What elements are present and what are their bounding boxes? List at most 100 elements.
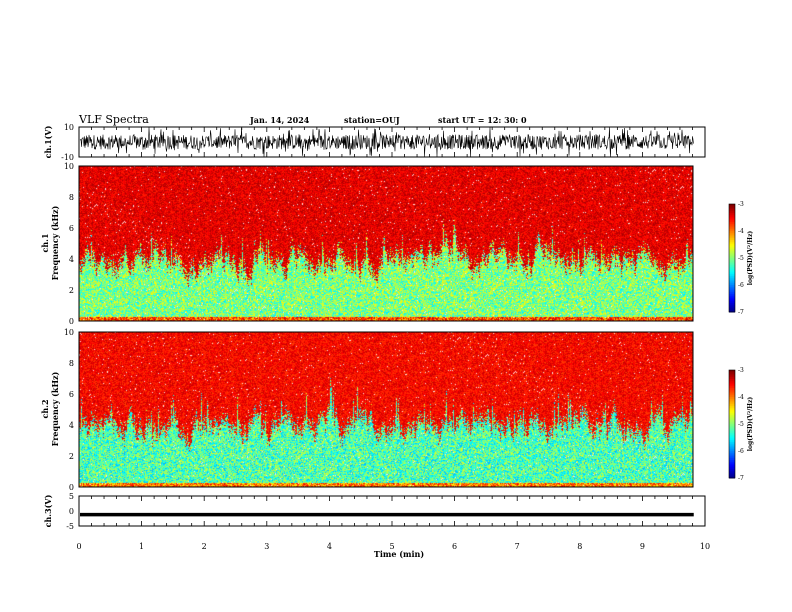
colorbar-segment bbox=[729, 415, 735, 418]
x-tick-label: 10 bbox=[700, 542, 710, 551]
colorbar-segment bbox=[729, 292, 735, 295]
colorbar-segment bbox=[729, 209, 735, 212]
colorbar-segment bbox=[729, 214, 735, 218]
colorbar-segment bbox=[729, 285, 735, 288]
colorbar-segment bbox=[729, 263, 735, 266]
time-axis: 0 1 2 3 4 5 6 7 8 9 10 bbox=[76, 542, 710, 551]
colorbar-segment bbox=[729, 308, 735, 311]
colorbar-segment bbox=[729, 281, 735, 284]
colorbar-segment bbox=[729, 223, 735, 227]
colorbar-segment bbox=[729, 402, 735, 405]
colorbar-segment bbox=[729, 279, 735, 282]
colorbar-segment bbox=[729, 413, 735, 416]
colorbar-segment bbox=[729, 216, 735, 219]
colorbar-segment bbox=[729, 474, 735, 477]
colorbar-segment bbox=[729, 304, 735, 308]
colorbar-segment bbox=[729, 232, 735, 236]
colorbar-segment bbox=[729, 240, 735, 243]
frequency-tick-label: 8 bbox=[69, 193, 74, 202]
colorbar-segment bbox=[729, 442, 735, 445]
ch3-ytick-bottom: -5 bbox=[66, 522, 74, 531]
colorbar-tick-label: -4 bbox=[738, 394, 744, 401]
colorbar-segment bbox=[729, 259, 735, 263]
frequency-tick-label: 6 bbox=[69, 390, 74, 399]
ch2-spectrogram-ylabel-line1: ch.2 bbox=[40, 399, 50, 418]
x-axis-label: Time (min) bbox=[374, 549, 424, 559]
colorbar-segment bbox=[729, 422, 735, 425]
colorbar-segment bbox=[729, 249, 735, 252]
ch1-spectrogram-image bbox=[79, 166, 693, 321]
frequency-tick-label: 10 bbox=[64, 328, 74, 337]
frequency-tick-label: 0 bbox=[69, 317, 74, 326]
x-tick-label: 6 bbox=[452, 542, 457, 551]
colorbar-segment bbox=[729, 243, 735, 246]
colorbar-segment bbox=[729, 297, 735, 300]
colorbar-segment bbox=[729, 211, 735, 214]
colorbar-segment bbox=[729, 411, 735, 414]
x-tick-label: 7 bbox=[515, 542, 520, 551]
colorbar-segment bbox=[729, 225, 735, 228]
colorbar-segment bbox=[729, 449, 735, 452]
colorbar-frame bbox=[728, 369, 736, 479]
colorbar-segment bbox=[729, 447, 735, 450]
colorbar-segment bbox=[729, 371, 735, 375]
colorbar-segment bbox=[729, 443, 735, 447]
ch1-waveform-panel: 10 -10 ch.1(V) bbox=[43, 123, 706, 162]
colorbar-segment bbox=[729, 380, 735, 384]
colorbar-segment bbox=[729, 425, 735, 429]
frequency-tick-label: 2 bbox=[69, 286, 74, 295]
colorbar-segment bbox=[729, 373, 735, 376]
x-tick-label: 8 bbox=[577, 542, 582, 551]
colorbar-tick-label: -4 bbox=[738, 228, 744, 235]
colorbar-segment bbox=[729, 276, 735, 279]
colorbar-segment bbox=[729, 409, 735, 412]
colorbar-segment bbox=[729, 461, 735, 465]
colorbar-segment bbox=[729, 463, 735, 466]
colorbar-segment bbox=[729, 310, 735, 313]
colorbar-segment bbox=[729, 277, 735, 281]
colorbar-frame bbox=[728, 203, 736, 313]
colorbar-segment bbox=[729, 241, 735, 245]
ch1-spectrogram-ylabel-line1: ch.1 bbox=[40, 233, 50, 252]
colorbar-segment bbox=[729, 299, 735, 302]
x-tick-label: 2 bbox=[202, 542, 207, 551]
colorbar-segment bbox=[729, 265, 735, 268]
colorbar-segment bbox=[729, 252, 735, 255]
colorbar-segment bbox=[729, 227, 735, 230]
colorbar-label: log(PSD)(V²/Hz) bbox=[747, 231, 754, 286]
ch1-spectrogram-panel: 0 2 4 6 8 10 ch.1 Frequency (kHz) -3 -4 -5 -6 -7 l… bbox=[40, 162, 754, 326]
ch3-ylabel: ch.3(V) bbox=[43, 494, 53, 527]
colorbar-segment bbox=[729, 288, 735, 291]
colorbar-segment bbox=[729, 294, 735, 297]
colorbar-segment bbox=[729, 397, 735, 400]
colorbar-segment bbox=[729, 395, 735, 398]
colorbar-segment bbox=[729, 476, 735, 479]
x-tick-label: 3 bbox=[264, 542, 269, 551]
colorbar-segment bbox=[729, 370, 735, 373]
ch2-spectrogram-image bbox=[79, 332, 693, 487]
colorbar-segment bbox=[729, 204, 735, 207]
frequency-tick-label: 4 bbox=[69, 421, 74, 430]
colorbar-segment bbox=[729, 434, 735, 438]
colorbar-segment bbox=[729, 286, 735, 290]
colorbar-segment bbox=[729, 454, 735, 457]
colorbar-segment bbox=[729, 375, 735, 378]
colorbar-tick-label: -7 bbox=[738, 309, 744, 316]
x-tick-label: 0 bbox=[76, 542, 81, 551]
colorbar-segment bbox=[729, 389, 735, 393]
colorbar-segment bbox=[729, 465, 735, 468]
colorbar-segment bbox=[729, 420, 735, 423]
colorbar-segment bbox=[729, 218, 735, 221]
colorbar-segment bbox=[729, 213, 735, 216]
colorbar-segment bbox=[729, 274, 735, 277]
ch2-spectrogram-ylabel-line2: Frequency (kHz) bbox=[50, 371, 60, 446]
colorbar-segment bbox=[729, 222, 735, 225]
colorbar-segment bbox=[729, 229, 735, 232]
colorbar-segment bbox=[729, 258, 735, 261]
colorbar-segment bbox=[729, 470, 735, 474]
x-tick-label: 1 bbox=[139, 542, 144, 551]
colorbar-segment bbox=[729, 379, 735, 382]
colorbar-segment bbox=[729, 295, 735, 299]
frequency-tick-label: 8 bbox=[69, 359, 74, 368]
colorbar-segment bbox=[729, 429, 735, 432]
